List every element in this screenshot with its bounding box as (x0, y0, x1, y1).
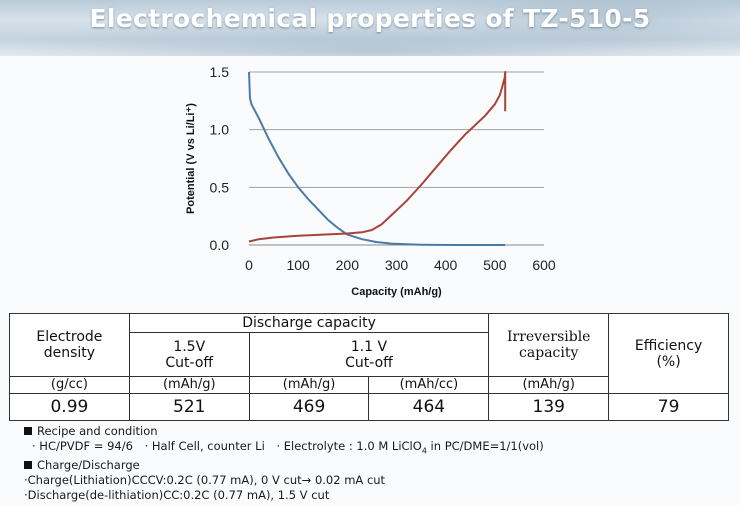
table-values-row: 0.99 521 469 464 139 79 (9, 393, 729, 421)
x-tick-label: 600 (532, 257, 556, 273)
header-cutoff-1-1v: 1.1 V Cut-off (248, 332, 490, 377)
recipe-cell: · Half Cell, counter Li (144, 439, 265, 453)
discharge-line: ·Discharge(de-lithiation)CC:0.2C (0.77 m… (24, 488, 330, 503)
unit-capacity-1-1v-gram: (mAh/g) (248, 376, 370, 394)
table-header-row: Electrode density Discharge capacity Irre… (9, 313, 729, 394)
value-irreversible: 139 (488, 393, 610, 421)
header-electrode-density: Electrode density (9, 313, 130, 377)
title-banner (0, 0, 740, 56)
recipe-line: · HC/PVDF = 94/6 · Half Cell, counter Li… (24, 439, 724, 458)
x-tick-label: 400 (434, 257, 458, 273)
recipe-heading: Recipe and condition (37, 424, 158, 438)
recipe-heading-line: Recipe and condition (24, 424, 724, 439)
square-bullet-icon (24, 427, 32, 435)
y-axis-label: Potential (V vs Li/Li⁺) (185, 103, 197, 214)
delithiation-series-line (248, 71, 507, 243)
charge-heading: Charge/Discharge (37, 458, 140, 473)
x-tick-label: 100 (286, 257, 310, 273)
square-bullet-icon (24, 461, 32, 470)
page-title: Electrochemical properties of TZ-510-5 (89, 4, 651, 33)
y-tick-label: 0.0 (210, 237, 230, 253)
header-irreversible-capacity: Irreversible capacity (488, 313, 610, 377)
y-tick-label: 1.5 (210, 64, 230, 80)
unit-capacity-1-5v: (mAh/g) (128, 376, 250, 394)
value-density: 0.99 (9, 393, 130, 421)
recipe-binder: · HC/PVDF = 94/6 (32, 439, 133, 453)
x-tick-label: 200 (336, 257, 360, 273)
x-axis-label: Capacity (mAh/g) (351, 286, 442, 298)
x-tick-label: 300 (385, 257, 409, 273)
potential-capacity-chart: 0.0 0.5 1.0 1.5 0 100 200 300 400 500 600 Capacity … (185, 64, 556, 298)
table-units-row: (g/cc) (mAh/g) (mAh/g) (mAh/cc) (mAh/g) (9, 376, 729, 394)
header-discharge-capacity: Discharge capacity (128, 313, 490, 333)
charge-line: ·Charge(Lithiation)CCCV:0.2C (0.77 mA), … (24, 473, 386, 488)
x-tick-label: 0 (245, 257, 253, 273)
y-tick-label: 0.5 (210, 179, 230, 195)
notes-section: Recipe and condition · HC/PVDF = 94/6 · … (24, 424, 724, 503)
header-efficiency: Efficiency (%) (608, 313, 729, 394)
properties-table: Electrode density Discharge capacity Irre… (9, 313, 729, 421)
unit-irreversible: (mAh/g) (488, 376, 610, 394)
lithiation-series-line (248, 71, 506, 246)
unit-density: (g/cc) (9, 376, 130, 394)
value-capacity-1-1v-cc: 464 (368, 393, 490, 421)
x-tick-label: 500 (483, 257, 507, 273)
value-efficiency: 79 (608, 393, 729, 421)
y-tick-label: 1.0 (210, 122, 230, 138)
value-capacity-1-1v-gram: 469 (248, 393, 370, 421)
value-capacity-1-5v: 521 (128, 393, 250, 421)
charge-heading-line: Charge/Discharge (24, 458, 724, 473)
recipe-electrolyte: · Electrolyte : 1.0 M LiClO4 in PC/DME=1… (276, 439, 544, 456)
unit-capacity-1-1v-cc: (mAh/cc) (368, 376, 490, 394)
header-cutoff-1-5v: 1.5V Cut-off (128, 332, 250, 377)
